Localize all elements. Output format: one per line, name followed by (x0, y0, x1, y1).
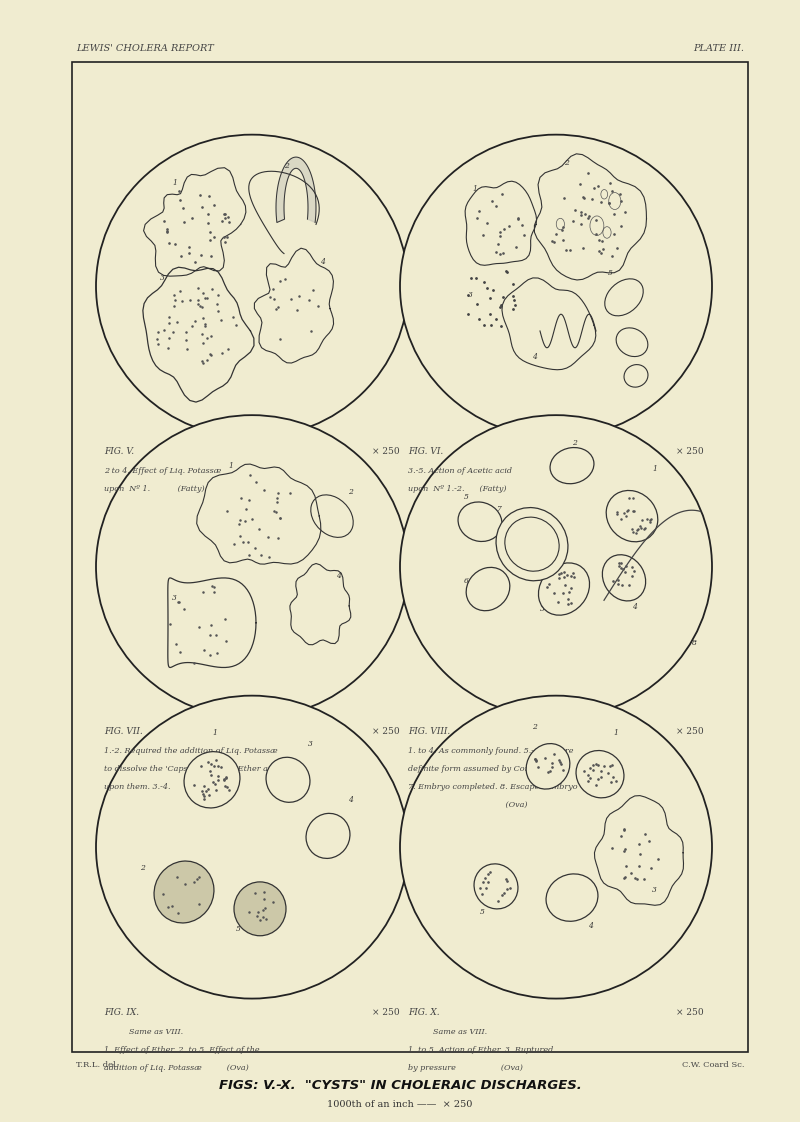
Text: 7. Embryo completed. 8. Escaped embryo: 7. Embryo completed. 8. Escaped embryo (408, 783, 578, 791)
Text: Same as VIII.: Same as VIII. (408, 1028, 487, 1036)
Text: 1: 1 (614, 729, 618, 737)
Text: × 250: × 250 (676, 727, 704, 736)
Ellipse shape (306, 813, 350, 858)
Ellipse shape (538, 563, 590, 615)
Ellipse shape (505, 517, 559, 571)
Text: 1: 1 (228, 462, 233, 470)
Ellipse shape (96, 696, 408, 999)
Ellipse shape (154, 861, 214, 923)
Text: × 250: × 250 (372, 447, 400, 456)
Text: 4: 4 (336, 572, 341, 580)
Ellipse shape (458, 502, 502, 542)
Text: C.W. Coard Sc.: C.W. Coard Sc. (682, 1061, 744, 1069)
Text: 3: 3 (160, 275, 165, 283)
Text: 1: 1 (212, 729, 217, 737)
Text: × 250: × 250 (676, 447, 704, 456)
Ellipse shape (96, 415, 408, 718)
Text: 1. to 5. Action of Ether. 3. Ruptured: 1. to 5. Action of Ether. 3. Ruptured (408, 1046, 554, 1054)
Ellipse shape (466, 568, 510, 610)
Text: FIG. X.: FIG. X. (408, 1008, 440, 1017)
Text: 1000th of an inch ——  × 250: 1000th of an inch —— × 250 (327, 1100, 473, 1109)
Text: FIG. V.: FIG. V. (104, 447, 134, 456)
Text: 5: 5 (236, 926, 241, 934)
Text: by pressure                  (Ova): by pressure (Ova) (408, 1064, 523, 1072)
Text: T.R.L. del.: T.R.L. del. (76, 1061, 118, 1069)
Text: FIG. VII.: FIG. VII. (104, 727, 142, 736)
Ellipse shape (96, 135, 408, 438)
Text: 5: 5 (608, 269, 613, 277)
Text: upon  Nº 1.           (Fatty): upon Nº 1. (Fatty) (104, 485, 205, 493)
Text: LEWIS' CHOLERA REPORT: LEWIS' CHOLERA REPORT (76, 44, 214, 53)
Text: 4: 4 (348, 797, 353, 804)
Text: 7: 7 (496, 505, 501, 513)
Ellipse shape (606, 490, 658, 542)
Text: 3: 3 (540, 606, 545, 614)
Ellipse shape (184, 752, 240, 808)
Text: 2 to 4. Effect of Liq. Potassæ: 2 to 4. Effect of Liq. Potassæ (104, 467, 222, 475)
Ellipse shape (400, 415, 712, 718)
Text: FIGS: V.-X.  "CYSTS" IN CHOLERAIC DISCHARGES.: FIGS: V.-X. "CYSTS" IN CHOLERAIC DISCHAR… (218, 1079, 582, 1093)
Text: 4: 4 (588, 922, 593, 930)
Text: definite form assumed by Contents.: definite form assumed by Contents. (408, 765, 553, 773)
Text: upon  Nº 1.-2.      (Fatty): upon Nº 1.-2. (Fatty) (408, 485, 506, 493)
Ellipse shape (234, 882, 286, 936)
Text: (Ova): (Ova) (408, 801, 527, 809)
Ellipse shape (526, 744, 570, 789)
Text: 3: 3 (172, 595, 177, 603)
Text: 1. Effect of Ether. 2. to 5. Effect of the: 1. Effect of Ether. 2. to 5. Effect of t… (104, 1046, 260, 1054)
Text: 2: 2 (284, 163, 289, 171)
Text: 2: 2 (532, 724, 537, 732)
Text: × 250: × 250 (676, 1008, 704, 1017)
Text: 1: 1 (652, 466, 657, 473)
Ellipse shape (496, 507, 568, 581)
Text: FIG. VIII.: FIG. VIII. (408, 727, 450, 736)
Text: upon them. 3.-4.           (Fatty): upon them. 3.-4. (Fatty) (104, 783, 225, 791)
Ellipse shape (602, 554, 646, 601)
Text: PLATE III.: PLATE III. (693, 44, 744, 53)
Text: 2: 2 (348, 488, 353, 496)
Polygon shape (276, 157, 316, 222)
Text: 5: 5 (464, 494, 469, 502)
Ellipse shape (546, 874, 598, 921)
Text: 6: 6 (464, 578, 469, 586)
Text: 2: 2 (564, 159, 569, 167)
Text: 3: 3 (468, 292, 473, 300)
Text: FIG. IX.: FIG. IX. (104, 1008, 139, 1017)
Text: 5: 5 (480, 909, 485, 917)
Text: Same as VIII.: Same as VIII. (104, 1028, 183, 1036)
Text: 3: 3 (652, 886, 657, 894)
Bar (72, 62, 748, 1052)
Text: addition of Liq. Potassæ          (Ova): addition of Liq. Potassæ (Ova) (104, 1064, 249, 1072)
Text: 2: 2 (140, 864, 145, 872)
Text: 3: 3 (308, 741, 313, 748)
Text: 1: 1 (472, 185, 477, 193)
Text: 1.-2. Required the addition of Liq. Potassæ: 1.-2. Required the addition of Liq. Pota… (104, 747, 278, 755)
Text: 4: 4 (320, 258, 325, 266)
Ellipse shape (400, 696, 712, 999)
Text: × 250: × 250 (372, 727, 400, 736)
Ellipse shape (474, 864, 518, 909)
Text: 4: 4 (532, 353, 537, 361)
Ellipse shape (550, 448, 594, 484)
Text: 1: 1 (172, 180, 177, 187)
Text: × 250: × 250 (372, 1008, 400, 1017)
Text: to dissolve the 'Capsules' before Ether acted: to dissolve the 'Capsules' before Ether … (104, 765, 286, 773)
Text: 3.-5. Action of Acetic acid: 3.-5. Action of Acetic acid (408, 467, 512, 475)
Text: 8: 8 (692, 640, 697, 647)
Ellipse shape (576, 751, 624, 798)
Text: FIG. VI.: FIG. VI. (408, 447, 443, 456)
Ellipse shape (400, 135, 712, 438)
Text: 2: 2 (572, 440, 577, 448)
Text: 1. to 4. As commonly found. 5.-6. A more: 1. to 4. As commonly found. 5.-6. A more (408, 747, 574, 755)
Text: 4: 4 (632, 604, 637, 611)
Ellipse shape (266, 757, 310, 802)
